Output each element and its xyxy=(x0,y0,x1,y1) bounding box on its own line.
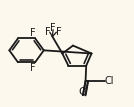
Text: F: F xyxy=(30,28,36,38)
Text: F: F xyxy=(30,63,36,73)
Text: F: F xyxy=(45,27,51,37)
Text: O: O xyxy=(78,87,87,97)
Text: F: F xyxy=(50,23,56,33)
Text: F: F xyxy=(56,27,61,37)
Text: Cl: Cl xyxy=(104,76,113,86)
